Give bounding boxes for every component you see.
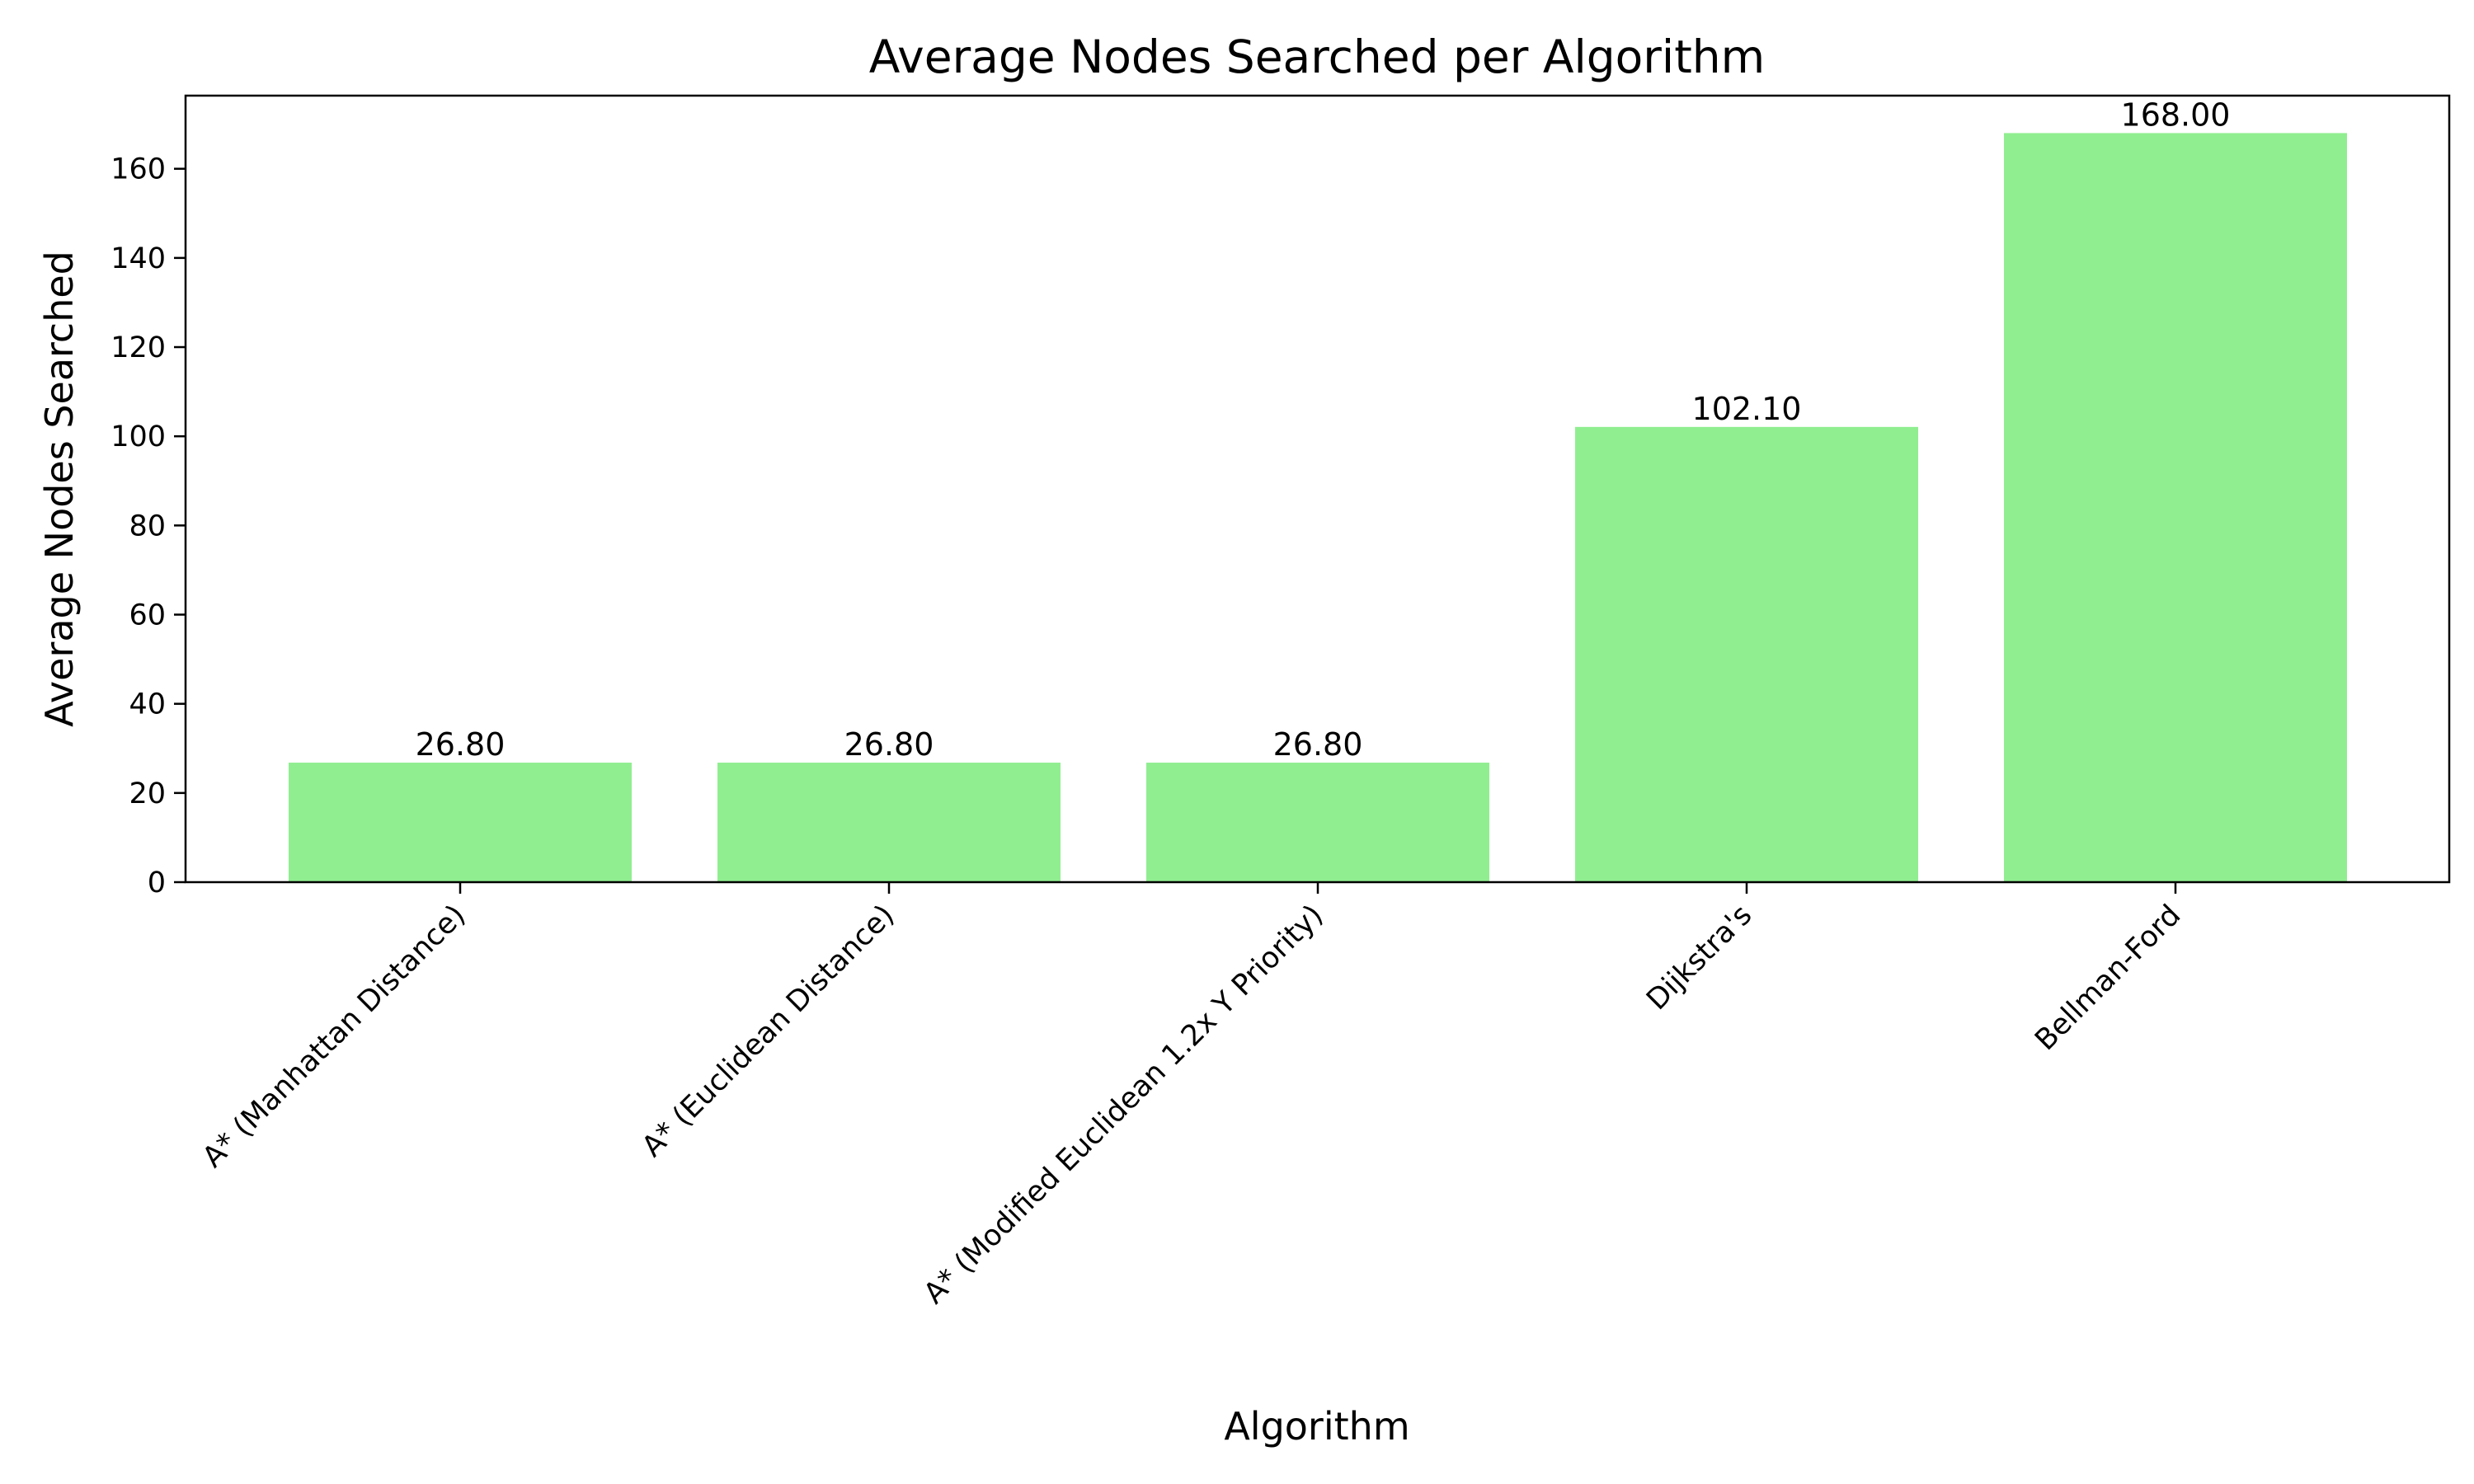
y-axis: 0 20 40 60 80 100 120 140 160 xyxy=(111,153,186,899)
y-axis-title: Average Nodes Searched xyxy=(37,251,82,727)
bar-value-label: 26.80 xyxy=(416,726,506,763)
x-axis-title: Algorithm xyxy=(1224,1404,1409,1449)
x-tick-label: A* (Manhattan Distance) xyxy=(196,899,472,1174)
bar xyxy=(1575,426,1918,882)
bar xyxy=(289,763,632,882)
x-tick-label: A* (Euclidean Distance) xyxy=(636,899,901,1163)
data-labels-group: 26.80 26.80 26.80 102.10 168.00 xyxy=(416,96,2231,763)
y-tick-label: 140 xyxy=(111,242,166,275)
y-tick-label: 160 xyxy=(111,153,166,186)
plot-frame xyxy=(184,94,2451,884)
x-tick-label: Dijkstra's xyxy=(1640,899,1758,1017)
y-tick-label: 120 xyxy=(111,331,166,364)
bar xyxy=(717,763,1061,882)
chart-title: Average Nodes Searched per Algorithm xyxy=(869,31,1765,83)
x-tick-label: Bellman-Ford xyxy=(2029,899,2187,1057)
x-axis: A* (Manhattan Distance) A* (Euclidean Dis… xyxy=(196,882,2187,1311)
bars-group xyxy=(289,133,2347,882)
y-tick-label: 20 xyxy=(129,777,166,810)
x-tick-label: A* (Modified Euclidean 1.2x Y Priority) xyxy=(918,899,1330,1311)
bar-value-label: 26.80 xyxy=(844,726,934,763)
bar xyxy=(2004,133,2347,882)
bar-value-label: 102.10 xyxy=(1692,391,1802,427)
bar-value-label: 26.80 xyxy=(1273,726,1363,763)
bar xyxy=(1146,763,1489,882)
y-tick-label: 40 xyxy=(129,688,166,721)
y-tick-label: 80 xyxy=(129,510,166,542)
y-tick-label: 0 xyxy=(148,866,166,899)
y-tick-label: 100 xyxy=(111,420,166,453)
y-tick-label: 60 xyxy=(129,599,166,632)
bar-value-label: 168.00 xyxy=(2121,96,2231,133)
